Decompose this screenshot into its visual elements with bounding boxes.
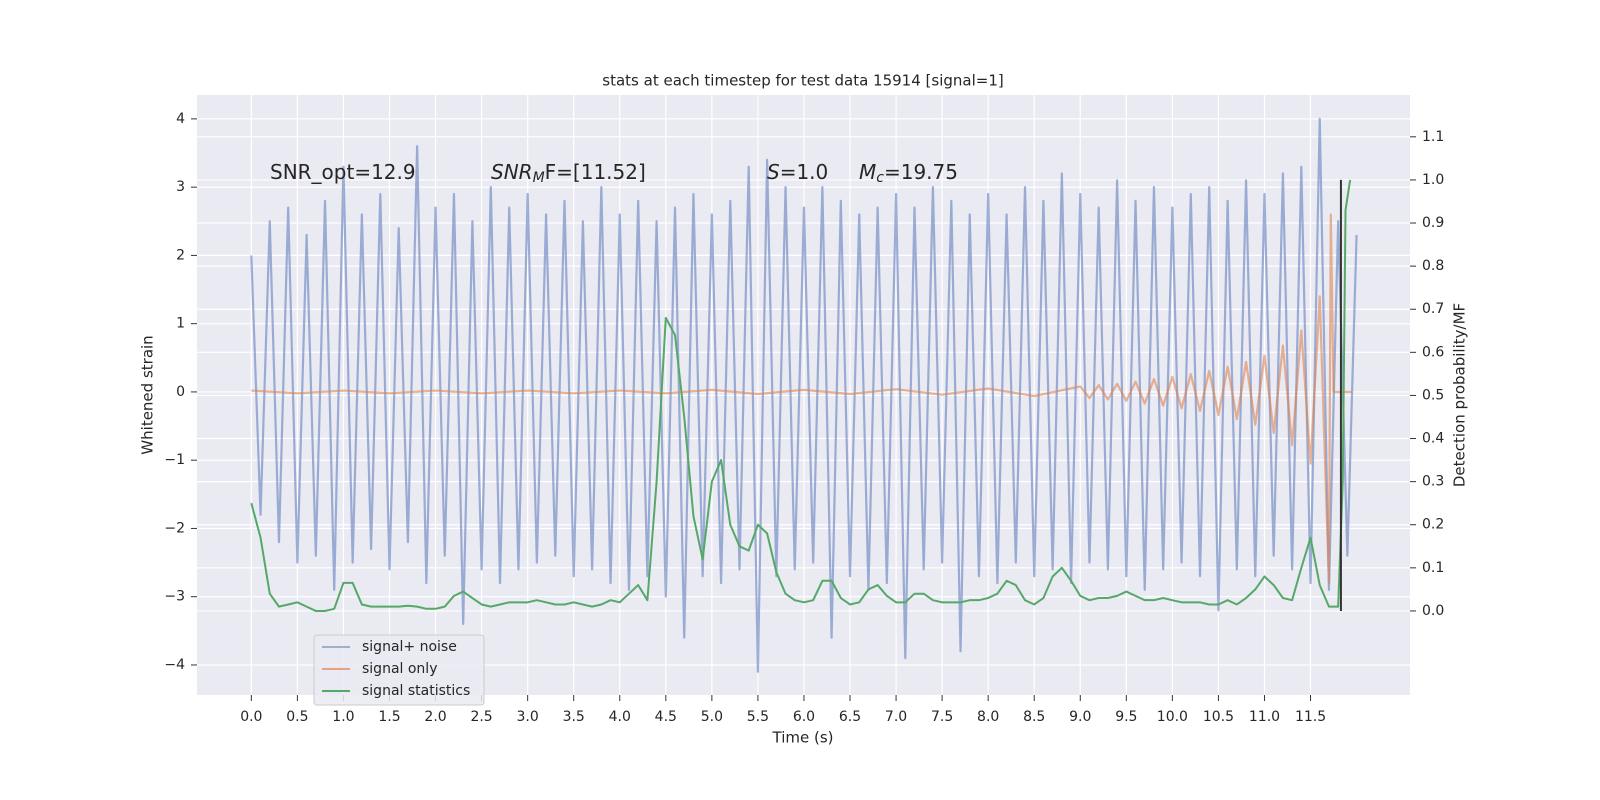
legend-label: signal only — [362, 661, 437, 677]
x-tick-label: 7.0 — [885, 709, 907, 725]
annotation-tail: F=[11.52] — [545, 160, 646, 184]
y2-tick-label: 0.2 — [1422, 517, 1444, 533]
x-tick-label: 3.0 — [517, 709, 539, 725]
x-tick-label: 9.5 — [1115, 709, 1137, 725]
chart-title: stats at each timestep for test data 159… — [602, 72, 1003, 90]
annotation-tail: =19.75 — [884, 160, 958, 184]
annotation: S=1.0 — [767, 160, 828, 184]
y2-tick-label: 1.0 — [1422, 172, 1444, 188]
y2-tick-label: 0.0 — [1422, 603, 1444, 619]
y2-tick-label: 0.3 — [1422, 474, 1444, 490]
legend-label: signal statistics — [362, 683, 470, 699]
x-tick-label: 8.0 — [977, 709, 999, 725]
x-tick-label: 6.5 — [839, 709, 861, 725]
x-tick-label: 6.0 — [793, 709, 815, 725]
x-tick-label: 10.0 — [1157, 709, 1188, 725]
annotation: Mc=19.75 — [859, 160, 958, 187]
y-axis-label: Whitened strain — [139, 335, 157, 454]
y-tick-label: −2 — [164, 520, 185, 536]
annotation-text: SNR — [491, 160, 533, 184]
annotation-text: M — [859, 160, 876, 184]
y2-tick-label: 0.7 — [1422, 301, 1444, 317]
x-tick-label: 8.5 — [1023, 709, 1045, 725]
x-tick-label: 11.5 — [1295, 709, 1326, 725]
y2-axis-label: Detection probability/MF — [1451, 303, 1469, 487]
series-line — [251, 213, 1352, 585]
y-tick-label: −4 — [164, 657, 185, 673]
legend-box — [313, 634, 485, 706]
y2-tick-label: 0.6 — [1422, 344, 1444, 360]
y2-tick-label: 0.5 — [1422, 387, 1444, 403]
y-tick-label: 1 — [176, 316, 185, 332]
series-line — [250, 179, 1352, 612]
y2-tick-label: 0.8 — [1422, 258, 1444, 274]
x-tick-label: 10.5 — [1203, 709, 1234, 725]
x-tick-label: 1.5 — [378, 709, 400, 725]
legend: signal+ noise signal only signal statistic… — [313, 634, 485, 706]
y2-tick-label: 0.9 — [1422, 215, 1444, 231]
x-tick-label: 4.5 — [655, 709, 677, 725]
x-tick-label: 3.5 — [563, 709, 585, 725]
y-tick-label: 3 — [176, 179, 185, 195]
x-tick-label: 2.5 — [470, 709, 492, 725]
y-tick-label: 4 — [176, 111, 185, 127]
x-tick-label: 9.0 — [1069, 709, 1091, 725]
y2-tick-label: 1.1 — [1422, 129, 1444, 145]
y-tick-label: −3 — [164, 589, 185, 605]
y-tick-label: −1 — [164, 452, 185, 468]
x-axis-label: Time (s) — [772, 729, 834, 747]
x-tick-label: 0.5 — [286, 709, 308, 725]
x-tick-label: 1.0 — [332, 709, 354, 725]
x-tick-label: 7.5 — [931, 709, 953, 725]
y-tick-label: 0 — [176, 384, 185, 400]
y-tick-label: 2 — [176, 247, 185, 263]
annotation-sub: c — [876, 170, 884, 186]
annotation-tail: =1.0 — [780, 160, 829, 184]
annotation-sub: M — [533, 170, 545, 186]
annotation-text: S — [767, 160, 780, 184]
y2-tick-label: 0.4 — [1422, 431, 1444, 447]
annotation-text: SNR_opt=12.9 — [270, 160, 416, 184]
x-tick-label: 11.0 — [1249, 709, 1280, 725]
x-tick-label: 4.0 — [609, 709, 631, 725]
annotation: SNR_opt=12.9 — [270, 160, 416, 184]
x-tick-label: 5.5 — [747, 709, 769, 725]
x-tick-label: 0.0 — [240, 709, 262, 725]
x-tick-label: 2.0 — [424, 709, 446, 725]
annotation: SNRMF=[11.52] — [491, 160, 646, 187]
y2-tick-label: 0.1 — [1422, 560, 1444, 576]
x-tick-label: 5.0 — [701, 709, 723, 725]
series-line — [250, 117, 1358, 673]
legend-label: signal+ noise — [362, 639, 457, 655]
